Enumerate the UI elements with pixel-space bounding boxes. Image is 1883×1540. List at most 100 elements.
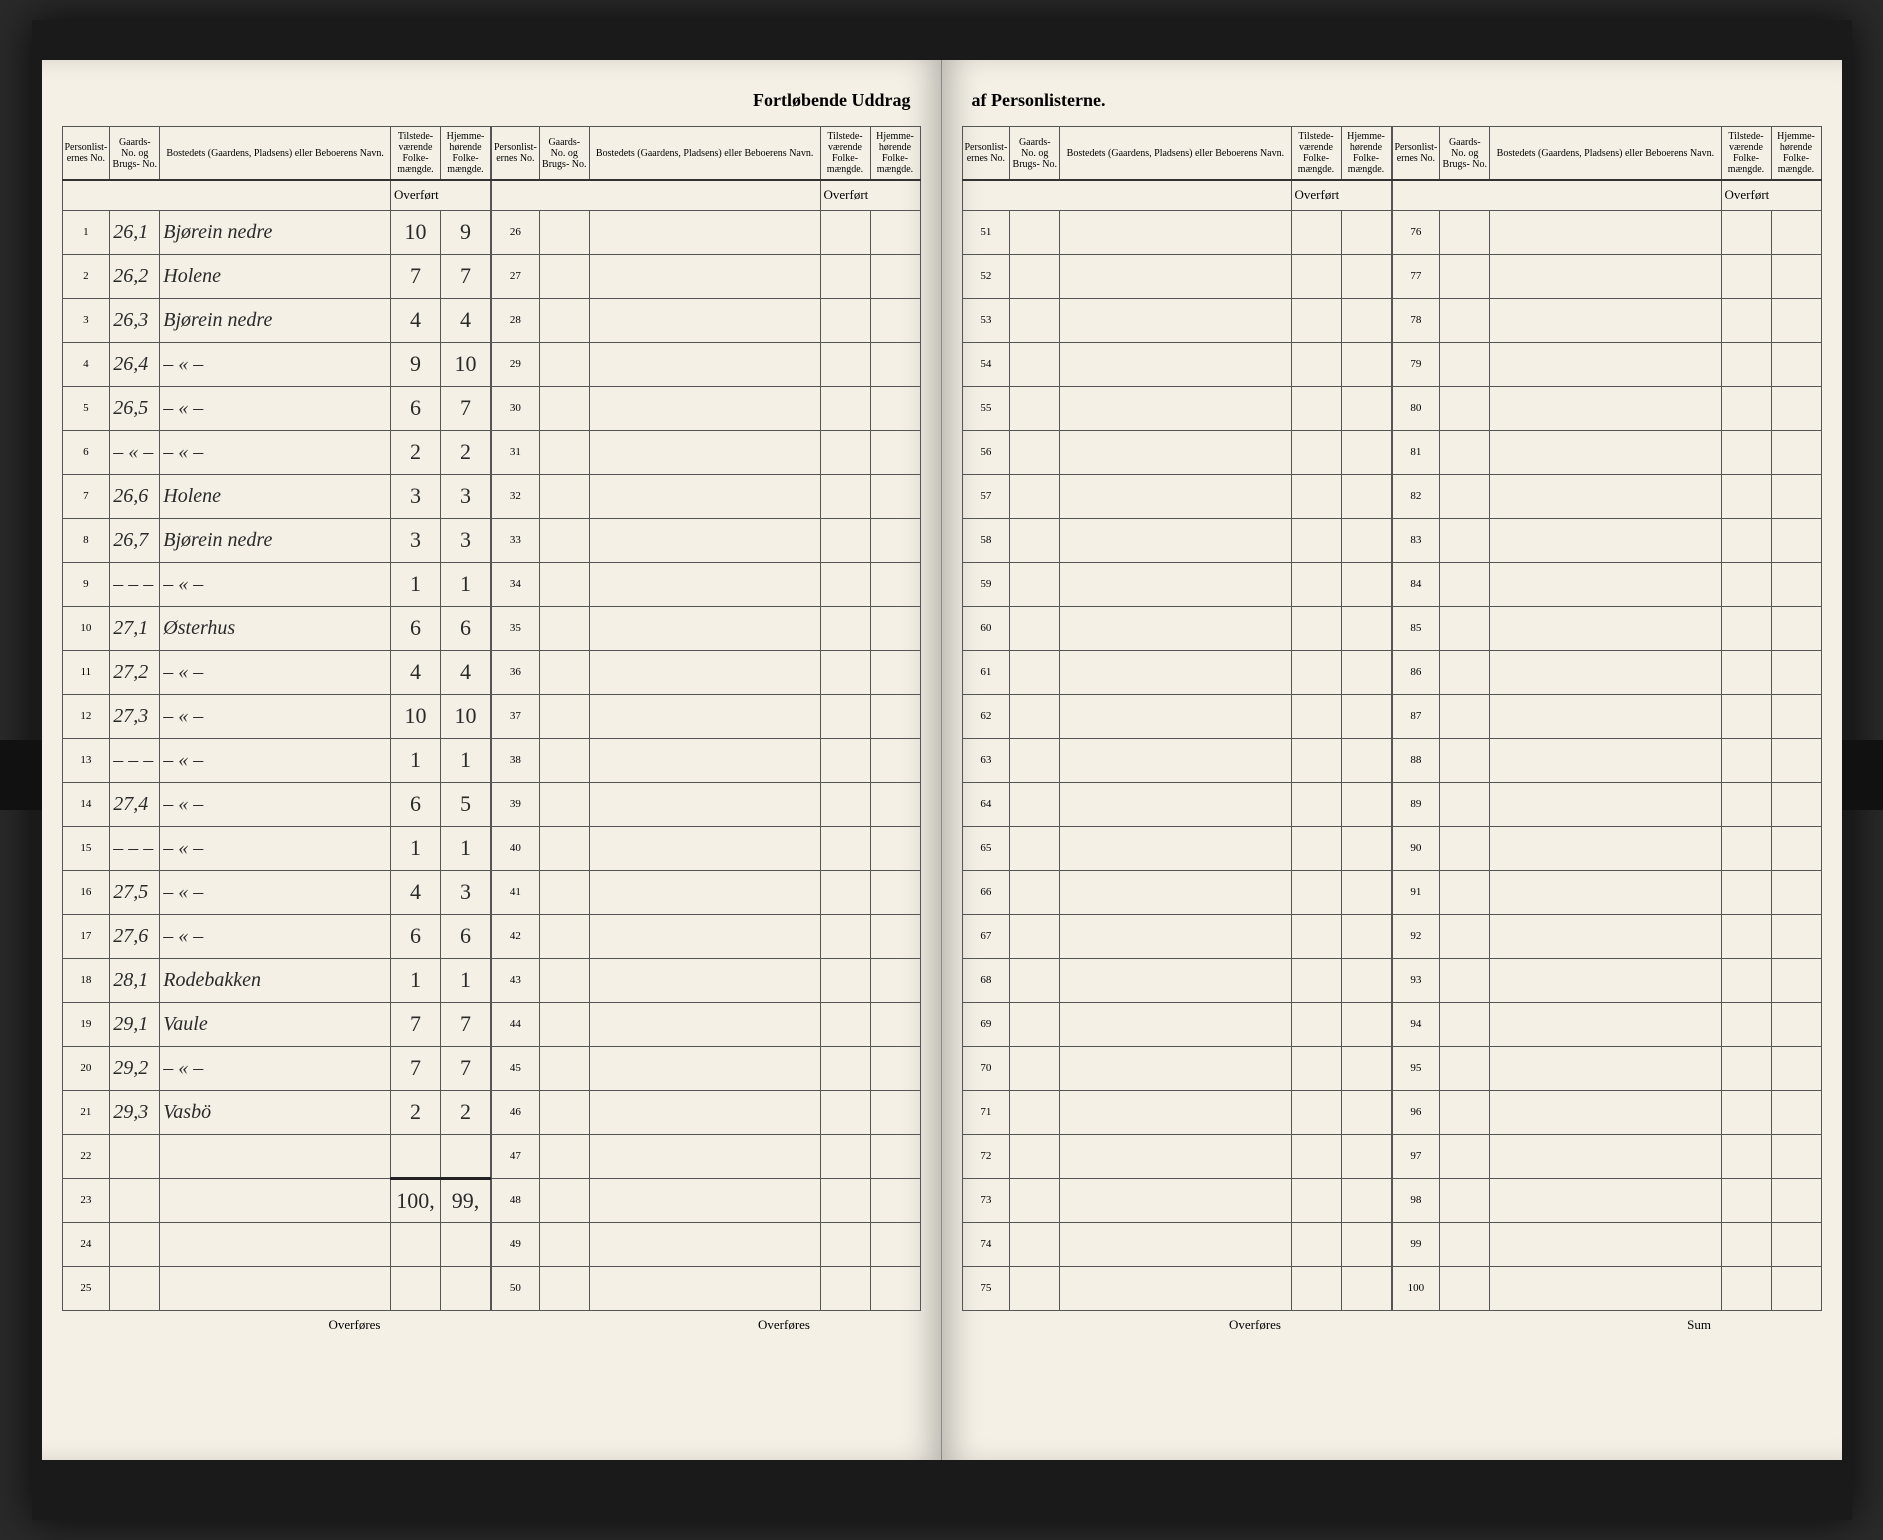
tilstede-val: 1 xyxy=(391,826,441,870)
table-row: 2129,3Vasbö22 xyxy=(62,1090,491,1134)
gaards-no: 27,4 xyxy=(110,782,160,826)
tilstede-val xyxy=(1291,562,1341,606)
table-row: 826,7Bjørein nedre33 xyxy=(62,518,491,562)
gaards-no xyxy=(110,1178,160,1222)
gaards-no xyxy=(539,1222,589,1266)
tilstede-val xyxy=(820,1178,870,1222)
table-row: 726,6Holene33 xyxy=(62,474,491,518)
gaards-no xyxy=(539,738,589,782)
table-row: 57 xyxy=(962,474,1391,518)
gaards-no: 27,3 xyxy=(110,694,160,738)
bosted-name: – « – xyxy=(160,738,391,782)
row-no: 94 xyxy=(1392,1002,1440,1046)
hdr-bosted: Bostedets (Gaardens, Pladsens) eller Beb… xyxy=(1490,127,1721,181)
tilstede-val: 4 xyxy=(391,298,441,342)
tilstede-val: 2 xyxy=(391,430,441,474)
row-no: 80 xyxy=(1392,386,1440,430)
row-no: 32 xyxy=(492,474,540,518)
hdr-gaards-no: Gaards- No. og Brugs- No. xyxy=(1010,127,1060,181)
row-no: 56 xyxy=(962,430,1010,474)
tilstede-val xyxy=(1721,870,1771,914)
row-no: 47 xyxy=(492,1134,540,1178)
row-no: 58 xyxy=(962,518,1010,562)
hdr-personlist-no: Personlist- ernes No. xyxy=(492,127,540,181)
hjemme-val: 3 xyxy=(441,474,491,518)
row-no: 45 xyxy=(492,1046,540,1090)
gaards-no xyxy=(1440,1046,1490,1090)
gaards-no: 26,5 xyxy=(110,386,160,430)
row-no: 38 xyxy=(492,738,540,782)
bosted-name xyxy=(1490,1266,1721,1310)
row-no: 19 xyxy=(62,1002,110,1046)
table-row: 77 xyxy=(1392,254,1821,298)
bosted-name xyxy=(1490,518,1721,562)
row-no: 59 xyxy=(962,562,1010,606)
tilstede-val xyxy=(820,606,870,650)
row-no: 7 xyxy=(62,474,110,518)
gaards-no: – – – xyxy=(110,562,160,606)
table-row: 59 xyxy=(962,562,1391,606)
table-row: 61 xyxy=(962,650,1391,694)
table-row: 99 xyxy=(1392,1222,1821,1266)
tilstede-val: 4 xyxy=(391,870,441,914)
table-row: 1227,3– « –1010 xyxy=(62,694,491,738)
bosted-name xyxy=(589,254,820,298)
hjemme-val: 99, xyxy=(441,1178,491,1222)
table-row: 226,2Holene77 xyxy=(62,254,491,298)
hjemme-val xyxy=(870,342,920,386)
tilstede-val xyxy=(1721,210,1771,254)
tilstede-val xyxy=(820,1090,870,1134)
overfort-label: Overført xyxy=(1721,180,1821,210)
gaards-no: – « – xyxy=(110,430,160,474)
table-row: 15– – –– « –11 xyxy=(62,826,491,870)
hjemme-val xyxy=(1341,650,1391,694)
tilstede-val xyxy=(1291,298,1341,342)
table-row: 82 xyxy=(1392,474,1821,518)
hjemme-val xyxy=(1771,474,1821,518)
table-row: 67 xyxy=(962,914,1391,958)
table-row: 93 xyxy=(1392,958,1821,1002)
row-no: 92 xyxy=(1392,914,1440,958)
tilstede-val xyxy=(1721,782,1771,826)
gaards-no xyxy=(1440,210,1490,254)
row-no: 68 xyxy=(962,958,1010,1002)
hjemme-val: 7 xyxy=(441,1046,491,1090)
hjemme-val xyxy=(1341,782,1391,826)
hdr-bosted: Bostedets (Gaardens, Pladsens) eller Beb… xyxy=(589,127,820,181)
tilstede-val: 3 xyxy=(391,474,441,518)
gaards-no xyxy=(539,518,589,562)
tilstede-val: 10 xyxy=(391,210,441,254)
hjemme-val xyxy=(1771,1266,1821,1310)
gaards-no xyxy=(1440,1266,1490,1310)
hjemme-val xyxy=(870,1134,920,1178)
hjemme-val: 2 xyxy=(441,1090,491,1134)
hjemme-val xyxy=(1341,738,1391,782)
hjemme-val xyxy=(1341,914,1391,958)
table-row: 24 xyxy=(62,1222,491,1266)
bosted-name xyxy=(589,386,820,430)
bosted-name xyxy=(1490,826,1721,870)
tilstede-val xyxy=(820,1002,870,1046)
tilstede-val: 1 xyxy=(391,562,441,606)
bosted-name xyxy=(589,342,820,386)
row-no: 33 xyxy=(492,518,540,562)
bosted-name xyxy=(1060,1046,1291,1090)
hjemme-val xyxy=(870,738,920,782)
bosted-name: – « – xyxy=(160,386,391,430)
hjemme-val xyxy=(441,1222,491,1266)
gaards-no xyxy=(1440,870,1490,914)
bosted-name xyxy=(589,870,820,914)
row-no: 79 xyxy=(1392,342,1440,386)
bosted-name xyxy=(1060,738,1291,782)
bosted-name xyxy=(589,958,820,1002)
row-no: 18 xyxy=(62,958,110,1002)
table-row: 9– – –– « –11 xyxy=(62,562,491,606)
row-no: 81 xyxy=(1392,430,1440,474)
bosted-name xyxy=(1490,782,1721,826)
tilstede-val xyxy=(1721,1222,1771,1266)
table-row: 42 xyxy=(492,914,921,958)
gaards-no xyxy=(1010,386,1060,430)
tilstede-val: 1 xyxy=(391,958,441,1002)
gaards-no xyxy=(539,342,589,386)
row-no: 70 xyxy=(962,1046,1010,1090)
